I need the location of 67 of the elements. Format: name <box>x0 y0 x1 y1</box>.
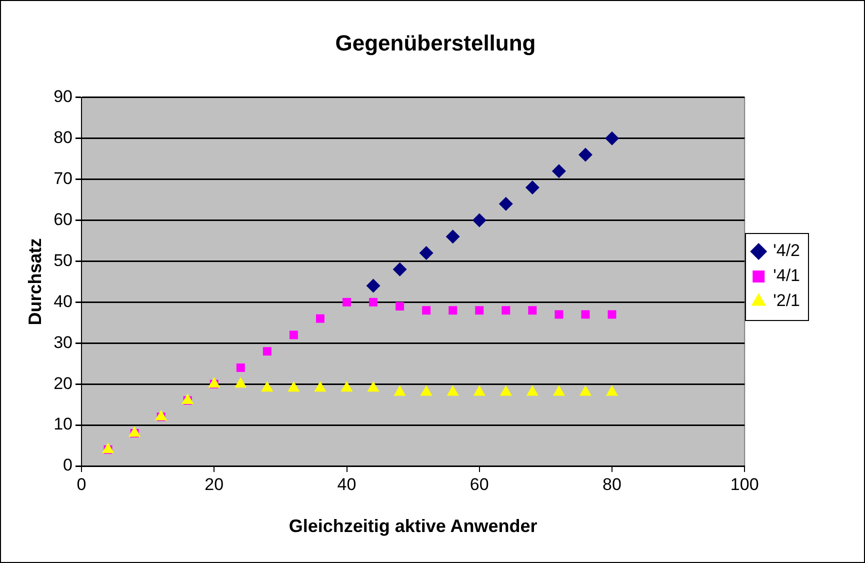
point <box>581 310 590 319</box>
point <box>448 306 458 315</box>
point <box>342 298 351 306</box>
point <box>236 363 245 372</box>
point <box>552 164 566 178</box>
x-tick-label: 80 <box>602 474 622 494</box>
legend-label: '4/2 <box>773 241 800 260</box>
y-tick-label: 80 <box>54 128 73 148</box>
legend-label: '4/1 <box>773 266 800 286</box>
point <box>208 377 220 388</box>
point <box>394 385 406 396</box>
y-tick-label: 50 <box>54 250 73 270</box>
point <box>367 381 380 392</box>
point <box>605 131 619 146</box>
point <box>340 381 353 392</box>
point <box>314 381 326 392</box>
y-tick-label: 20 <box>54 374 73 393</box>
point <box>498 196 513 211</box>
y-tick-label: 90 <box>54 87 73 106</box>
point <box>579 385 592 396</box>
point <box>446 385 459 396</box>
point <box>526 385 538 396</box>
point <box>554 310 564 319</box>
point <box>102 442 114 454</box>
x-tick-label: 60 <box>470 474 489 494</box>
chart-title: Gegenüberstellung <box>335 30 536 56</box>
point <box>288 381 300 392</box>
point <box>182 393 194 404</box>
y-tick-label: 0 <box>63 456 73 475</box>
point <box>502 306 510 315</box>
point <box>234 377 247 388</box>
x-axis-title: Gleichzeitig aktive Anwender <box>288 516 538 536</box>
point <box>316 314 324 323</box>
point <box>369 298 378 306</box>
x-tick-label: 0 <box>76 474 86 494</box>
point <box>422 306 431 315</box>
point <box>500 385 512 396</box>
legend-label: '2/1 <box>773 291 800 310</box>
point <box>128 426 141 437</box>
point <box>446 230 460 244</box>
x-tick-label: 100 <box>730 474 759 494</box>
point <box>475 306 484 315</box>
point <box>262 347 272 356</box>
x-tick-label: 20 <box>204 474 224 494</box>
y-axis-title: Durchsatz <box>24 238 45 326</box>
point <box>473 385 486 396</box>
point <box>525 180 540 194</box>
point <box>420 385 432 396</box>
point <box>608 310 616 319</box>
point <box>366 278 380 293</box>
y-tick-label: 10 <box>54 414 73 434</box>
y-tick-label: 30 <box>54 332 73 352</box>
point <box>552 385 566 396</box>
point <box>289 330 298 340</box>
point <box>528 306 537 315</box>
point <box>396 302 404 311</box>
point <box>606 385 618 396</box>
y-tick-label: 60 <box>54 210 73 229</box>
y-tick-label: 40 <box>54 292 73 311</box>
point <box>472 213 486 228</box>
y-tick-label: 70 <box>54 169 73 188</box>
x-tick-label: 40 <box>337 474 356 494</box>
point <box>155 410 168 420</box>
point <box>392 262 407 276</box>
point <box>419 246 434 260</box>
point <box>261 381 274 392</box>
point <box>578 148 592 162</box>
